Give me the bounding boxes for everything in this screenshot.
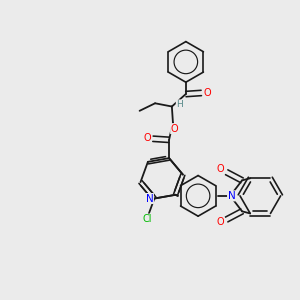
Text: N: N <box>228 191 235 201</box>
Text: O: O <box>217 164 224 174</box>
Text: O: O <box>143 133 151 142</box>
Text: O: O <box>217 218 224 227</box>
Text: O: O <box>203 88 211 98</box>
Text: Cl: Cl <box>142 214 152 224</box>
Text: H: H <box>176 100 183 109</box>
Text: O: O <box>171 124 178 134</box>
Text: N: N <box>146 194 154 203</box>
